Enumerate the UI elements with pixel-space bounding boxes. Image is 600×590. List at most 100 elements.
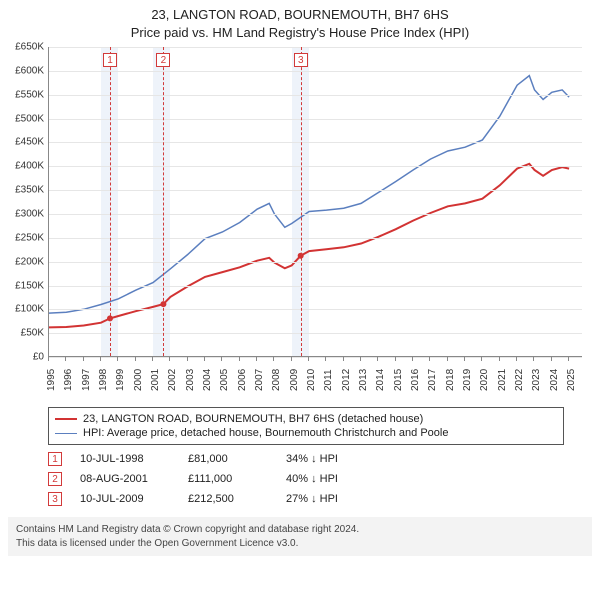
- gridline: [49, 286, 582, 287]
- x-tick-label: 1997: [81, 379, 92, 391]
- series-price_paid: [49, 164, 569, 328]
- x-tick-label: 2010: [306, 379, 317, 391]
- plot-area: 123: [48, 47, 582, 357]
- x-tick-label: 2025: [566, 379, 577, 391]
- x-tick-label: 2023: [531, 379, 542, 391]
- x-tick-mark: [100, 357, 101, 361]
- event-marker: 1: [48, 452, 62, 466]
- x-tick-label: 2021: [497, 379, 508, 391]
- x-tick-label: 2000: [133, 379, 144, 391]
- y-tick-label: £200K: [15, 256, 44, 267]
- x-tick-mark: [221, 357, 222, 361]
- x-tick-mark: [395, 357, 396, 361]
- event-marker: 3: [294, 53, 308, 67]
- x-tick-mark: [308, 357, 309, 361]
- event-date: 10-JUL-1998: [80, 453, 170, 465]
- y-tick-label: £600K: [15, 65, 44, 76]
- x-tick-mark: [83, 357, 84, 361]
- y-tick-label: £650K: [15, 42, 44, 53]
- x-tick-mark: [533, 357, 534, 361]
- x-tick-mark: [568, 357, 569, 361]
- x-tick-mark: [377, 357, 378, 361]
- x-tick-mark: [187, 357, 188, 361]
- x-tick-label: 2022: [514, 379, 525, 391]
- x-tick-mark: [551, 357, 552, 361]
- gridline: [49, 142, 582, 143]
- x-tick-label: 2013: [358, 379, 369, 391]
- event-delta: 40% ↓ HPI: [286, 473, 386, 485]
- x-tick-mark: [343, 357, 344, 361]
- gridline: [49, 119, 582, 120]
- y-tick-label: £50K: [21, 328, 44, 339]
- series-hpi: [49, 76, 569, 314]
- y-tick-label: £400K: [15, 161, 44, 172]
- x-tick-label: 2015: [393, 379, 404, 391]
- event-line: [163, 47, 164, 356]
- x-tick-label: 2005: [219, 379, 230, 391]
- x-tick-mark: [447, 357, 448, 361]
- x-tick-mark: [117, 357, 118, 361]
- x-tick-label: 2007: [254, 379, 265, 391]
- license-notice: Contains HM Land Registry data © Crown c…: [8, 517, 592, 556]
- y-axis-labels: £0£50K£100K£150K£200K£250K£300K£350K£400…: [8, 47, 46, 357]
- x-tick-mark: [273, 357, 274, 361]
- x-tick-label: 1999: [115, 379, 126, 391]
- y-tick-label: £300K: [15, 209, 44, 220]
- x-tick-label: 2017: [427, 379, 438, 391]
- x-tick-label: 2014: [375, 379, 386, 391]
- x-tick-mark: [412, 357, 413, 361]
- x-tick-label: 2006: [237, 379, 248, 391]
- event-delta: 34% ↓ HPI: [286, 453, 386, 465]
- y-tick-label: £550K: [15, 89, 44, 100]
- title-line-2: Price paid vs. HM Land Registry's House …: [4, 24, 596, 42]
- x-tick-mark: [204, 357, 205, 361]
- y-tick-label: £500K: [15, 113, 44, 124]
- x-tick-mark: [239, 357, 240, 361]
- x-tick-label: 2020: [479, 379, 490, 391]
- chart: £0£50K£100K£150K£200K£250K£300K£350K£400…: [8, 47, 592, 405]
- event-price: £81,000: [188, 453, 268, 465]
- chart-lines: [49, 47, 583, 357]
- event-price: £111,000: [188, 473, 268, 485]
- license-line-1: Contains HM Land Registry data © Crown c…: [16, 523, 584, 537]
- x-tick-mark: [481, 357, 482, 361]
- x-tick-label: 1998: [98, 379, 109, 391]
- gridline: [49, 309, 582, 310]
- x-tick-label: 2012: [341, 379, 352, 391]
- x-tick-label: 2016: [410, 379, 421, 391]
- y-tick-label: £100K: [15, 304, 44, 315]
- legend-item: 23, LANGTON ROAD, BOURNEMOUTH, BH7 6HS (…: [55, 412, 557, 426]
- x-tick-mark: [256, 357, 257, 361]
- gridline: [49, 238, 582, 239]
- legend-label: HPI: Average price, detached house, Bour…: [83, 427, 448, 439]
- gridline: [49, 166, 582, 167]
- event-row: 208-AUG-2001£111,00040% ↓ HPI: [48, 469, 564, 489]
- y-tick-label: £150K: [15, 280, 44, 291]
- x-tick-label: 2011: [323, 379, 334, 391]
- event-line: [301, 47, 302, 356]
- x-tick-mark: [48, 357, 49, 361]
- legend-swatch: [55, 433, 77, 434]
- x-tick-mark: [464, 357, 465, 361]
- gridline: [49, 95, 582, 96]
- gridline: [49, 190, 582, 191]
- x-tick-label: 2018: [445, 379, 456, 391]
- y-tick-label: £0: [33, 352, 44, 363]
- sale-events-table: 110-JUL-1998£81,00034% ↓ HPI208-AUG-2001…: [48, 449, 564, 509]
- event-price: £212,500: [188, 493, 268, 505]
- x-tick-mark: [152, 357, 153, 361]
- legend: 23, LANGTON ROAD, BOURNEMOUTH, BH7 6HS (…: [48, 407, 564, 445]
- x-tick-label: 2008: [271, 379, 282, 391]
- y-tick-label: £250K: [15, 232, 44, 243]
- x-tick-label: 1996: [63, 379, 74, 391]
- x-tick-mark: [291, 357, 292, 361]
- x-tick-label: 2001: [150, 379, 161, 391]
- event-row: 1 10-JUL-1998 £81,000 34% ↓ HPI: [48, 449, 564, 469]
- x-tick-mark: [360, 357, 361, 361]
- event-marker: 3: [48, 492, 62, 506]
- gridline: [49, 71, 582, 72]
- gridline: [49, 333, 582, 334]
- legend-item: HPI: Average price, detached house, Bour…: [55, 426, 557, 440]
- event-row: 310-JUL-2009£212,50027% ↓ HPI: [48, 489, 564, 509]
- event-marker: 2: [48, 472, 62, 486]
